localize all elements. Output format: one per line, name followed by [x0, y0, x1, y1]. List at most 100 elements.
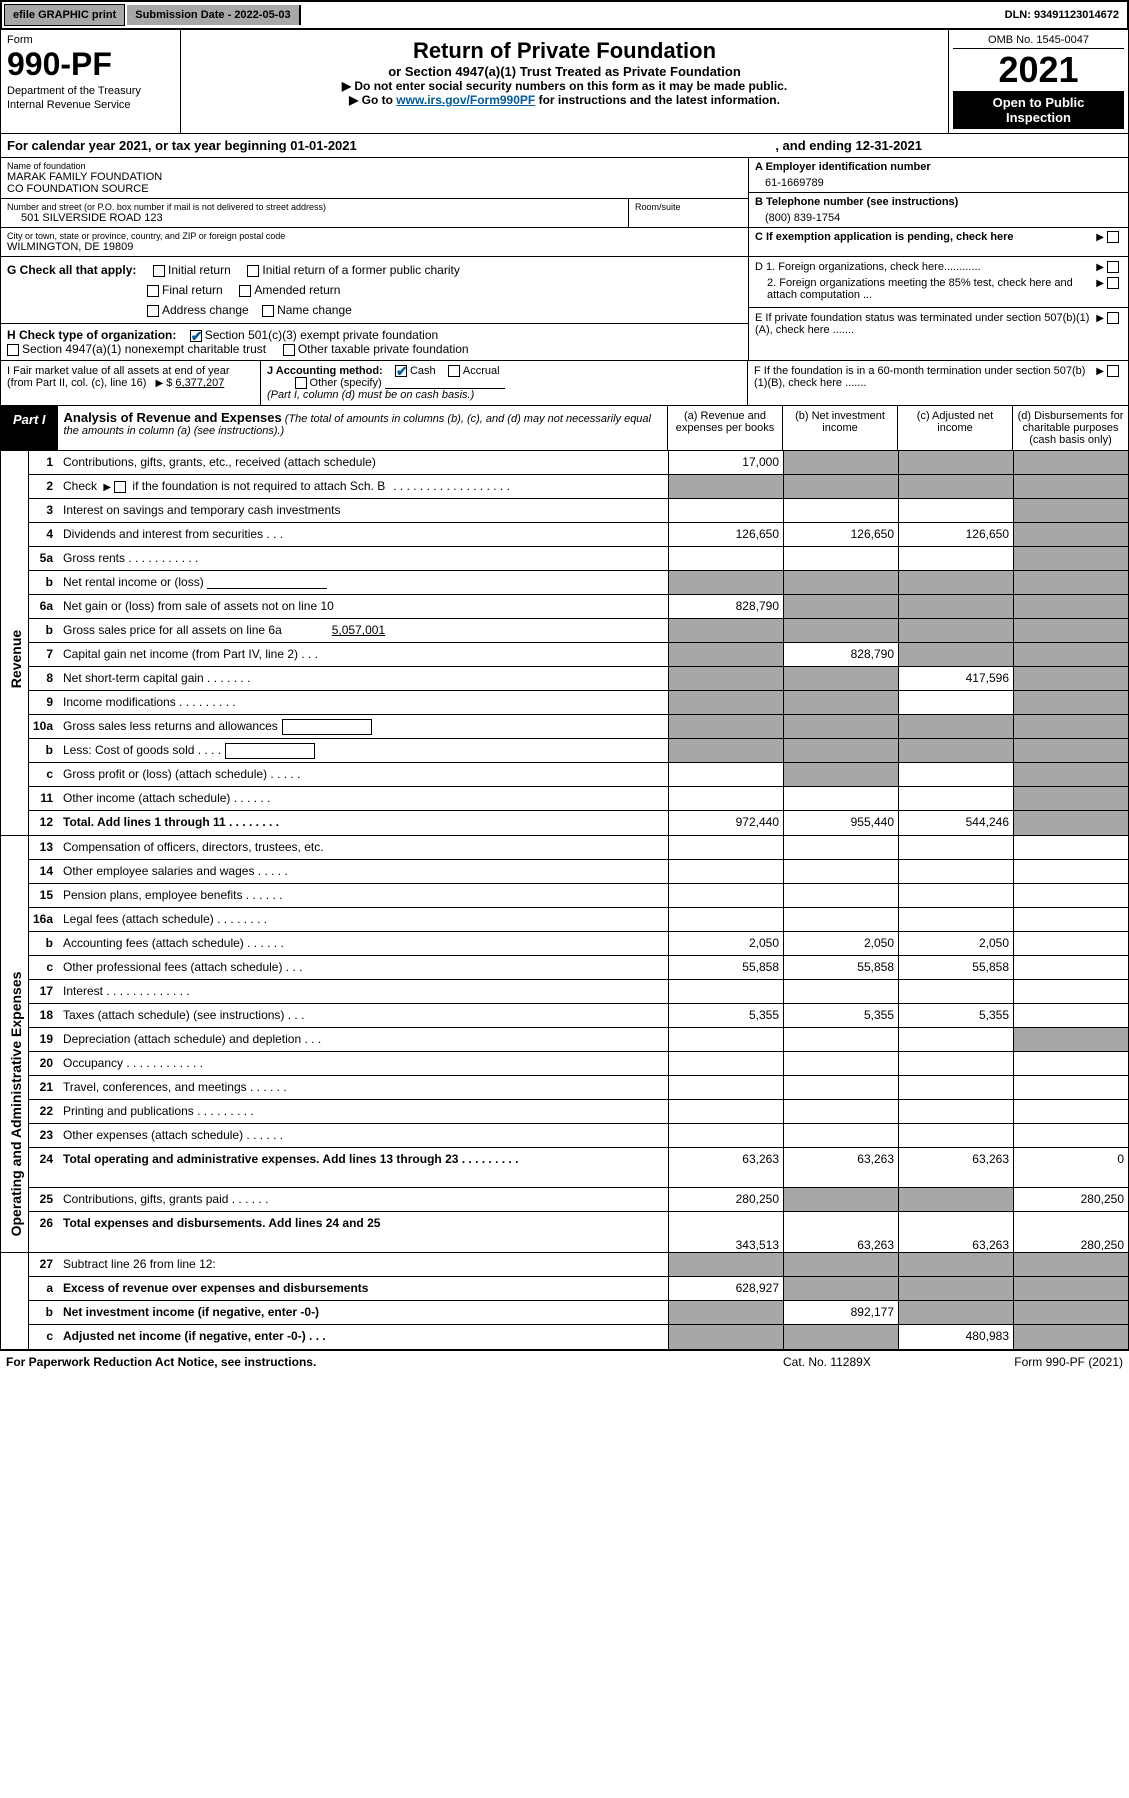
line27-grid: 27Subtract line 26 from line 12: aExcess…: [0, 1253, 1129, 1350]
f-60month-checkbox[interactable]: [1107, 365, 1119, 377]
room-suite-label: Room/suite: [628, 199, 748, 227]
submission-date: Submission Date - 2022-05-03: [127, 5, 300, 25]
row-15: 15Pension plans, employee benefits . . .…: [29, 884, 1128, 908]
row-27c: cAdjusted net income (if negative, enter…: [29, 1325, 1128, 1349]
dept-irs: Internal Revenue Service: [7, 99, 174, 111]
d1-foreign-label: D 1. Foreign organizations, check here..…: [755, 261, 1093, 273]
cash-checkbox[interactable]: [395, 365, 407, 377]
row-14: 14Other employee salaries and wages . . …: [29, 860, 1128, 884]
other-taxable-checkbox[interactable]: [283, 344, 295, 356]
calendar-year-row: For calendar year 2021, or tax year begi…: [0, 134, 1129, 158]
year-end: 12-31-2021: [856, 138, 923, 153]
efile-print-button[interactable]: efile GRAPHIC print: [4, 4, 125, 26]
row-25: 25Contributions, gifts, grants paid . . …: [29, 1188, 1128, 1212]
street-address: 501 SILVERSIDE ROAD 123: [7, 212, 622, 224]
revenue-grid: Revenue 1Contributions, gifts, grants, e…: [0, 451, 1129, 836]
row-21: 21Travel, conferences, and meetings . . …: [29, 1076, 1128, 1100]
accrual-checkbox[interactable]: [448, 365, 460, 377]
row-11: 11Other income (attach schedule) . . . .…: [29, 787, 1128, 811]
address-label: Number and street (or P.O. box number if…: [7, 202, 622, 212]
arrow-icon: [1096, 261, 1104, 273]
goto-line: ▶ Go to www.irs.gov/Form990PF for instru…: [185, 93, 944, 107]
col-a-header: (a) Revenue and expenses per books: [668, 406, 783, 450]
final-return-checkbox[interactable]: [147, 285, 159, 297]
row-13: 13Compensation of officers, directors, t…: [29, 836, 1128, 860]
501c3-checkbox[interactable]: [190, 330, 202, 342]
4947a1-checkbox[interactable]: [7, 344, 19, 356]
year-begin: 01-01-2021: [290, 138, 357, 153]
row-3: 3Interest on savings and temporary cash …: [29, 499, 1128, 523]
row-8: 8Net short-term capital gain . . . . . .…: [29, 667, 1128, 691]
revenue-side-label: Revenue: [8, 599, 24, 719]
arrow-icon: [156, 377, 164, 389]
d2-foreign-85-label: 2. Foreign organizations meeting the 85%…: [767, 277, 1093, 301]
city-label: City or town, state or province, country…: [7, 231, 742, 241]
row-23: 23Other expenses (attach schedule) . . .…: [29, 1124, 1128, 1148]
10a-box: [282, 719, 372, 735]
expenses-side-label: Operating and Administrative Expenses: [8, 959, 24, 1249]
cat-number: Cat. No. 11289X: [783, 1355, 963, 1369]
g-label: G Check all that apply:: [7, 263, 136, 277]
address-change-checkbox[interactable]: [147, 305, 159, 317]
form-footer-label: Form 990-PF (2021): [963, 1355, 1123, 1369]
ssn-warning: ▶ Do not enter social security numbers o…: [185, 79, 944, 93]
check-section: G Check all that apply: Initial return I…: [0, 257, 1129, 361]
sch-b-checkbox[interactable]: [114, 481, 126, 493]
d1-foreign-checkbox[interactable]: [1107, 261, 1119, 273]
col-b-header: (b) Net investment income: [783, 406, 898, 450]
col-c-header: (c) Adjusted net income: [898, 406, 1013, 450]
phone-value: (800) 839-1754: [755, 208, 1122, 224]
row-6a: 6aNet gain or (loss) from sale of assets…: [29, 595, 1128, 619]
name-label: Name of foundation: [7, 161, 742, 171]
row-19: 19Depreciation (attach schedule) and dep…: [29, 1028, 1128, 1052]
initial-return-checkbox[interactable]: [153, 265, 165, 277]
form-title: Return of Private Foundation: [185, 38, 944, 64]
row-17: 17Interest . . . . . . . . . . . . .: [29, 980, 1128, 1004]
tax-year: 2021: [953, 49, 1124, 91]
foundation-name-1: MARAK FAMILY FOUNDATION: [7, 171, 742, 183]
row-20: 20Occupancy . . . . . . . . . . . .: [29, 1052, 1128, 1076]
other-method-checkbox[interactable]: [295, 377, 307, 389]
arrow-icon: [103, 479, 111, 493]
arrow-icon: [1096, 277, 1104, 289]
exemption-pending-checkbox[interactable]: [1107, 231, 1119, 243]
row-12: 12Total. Add lines 1 through 11 . . . . …: [29, 811, 1128, 835]
foundation-name-2: CO FOUNDATION SOURCE: [7, 183, 742, 195]
row-4: 4Dividends and interest from securities …: [29, 523, 1128, 547]
arrow-icon: [1096, 365, 1104, 377]
row-2: 2Check if the foundation is not required…: [29, 475, 1128, 499]
amended-return-checkbox[interactable]: [239, 285, 251, 297]
f-60month-label: F If the foundation is in a 60-month ter…: [754, 365, 1093, 389]
omb-number: OMB No. 1545-0047: [953, 34, 1124, 49]
ein-value: 61-1669789: [755, 173, 1122, 189]
page-footer: For Paperwork Reduction Act Notice, see …: [0, 1350, 1129, 1373]
d2-foreign-85-checkbox[interactable]: [1107, 277, 1119, 289]
line6b-value: 5,057,001: [285, 623, 385, 637]
form-subtitle: or Section 4947(a)(1) Trust Treated as P…: [185, 64, 944, 79]
row-10c: cGross profit or (loss) (attach schedule…: [29, 763, 1128, 787]
row-27b: bNet investment income (if negative, ent…: [29, 1301, 1128, 1325]
city-state-zip: WILMINGTON, DE 19809: [7, 241, 742, 253]
col-d-header: (d) Disbursements for charitable purpose…: [1013, 406, 1128, 450]
row-26: 26Total expenses and disbursements. Add …: [29, 1212, 1128, 1252]
10b-box: [225, 743, 315, 759]
form-number: 990-PF: [7, 46, 174, 83]
initial-public-charity-checkbox[interactable]: [247, 265, 259, 277]
row-16a: 16aLegal fees (attach schedule) . . . . …: [29, 908, 1128, 932]
form-header: Form 990-PF Department of the Treasury I…: [0, 30, 1129, 134]
form-word: Form: [7, 34, 174, 46]
paperwork-notice: For Paperwork Reduction Act Notice, see …: [6, 1355, 783, 1369]
row-1: 1Contributions, gifts, grants, etc., rec…: [29, 451, 1128, 475]
irs-link[interactable]: www.irs.gov/Form990PF: [396, 93, 535, 107]
foundation-info: Name of foundation MARAK FAMILY FOUNDATI…: [0, 158, 1129, 257]
row-6b: bGross sales price for all assets on lin…: [29, 619, 1128, 643]
name-change-checkbox[interactable]: [262, 305, 274, 317]
e-terminated-checkbox[interactable]: [1107, 312, 1119, 324]
row-16c: cOther professional fees (attach schedul…: [29, 956, 1128, 980]
j-note: (Part I, column (d) must be on cash basi…: [267, 389, 474, 401]
dept-treasury: Department of the Treasury: [7, 85, 174, 97]
row-7: 7Capital gain net income (from Part IV, …: [29, 643, 1128, 667]
i-fmv-value: 6,377,207: [175, 377, 224, 389]
row-16b: bAccounting fees (attach schedule) . . .…: [29, 932, 1128, 956]
phone-label: B Telephone number (see instructions): [755, 196, 1122, 208]
